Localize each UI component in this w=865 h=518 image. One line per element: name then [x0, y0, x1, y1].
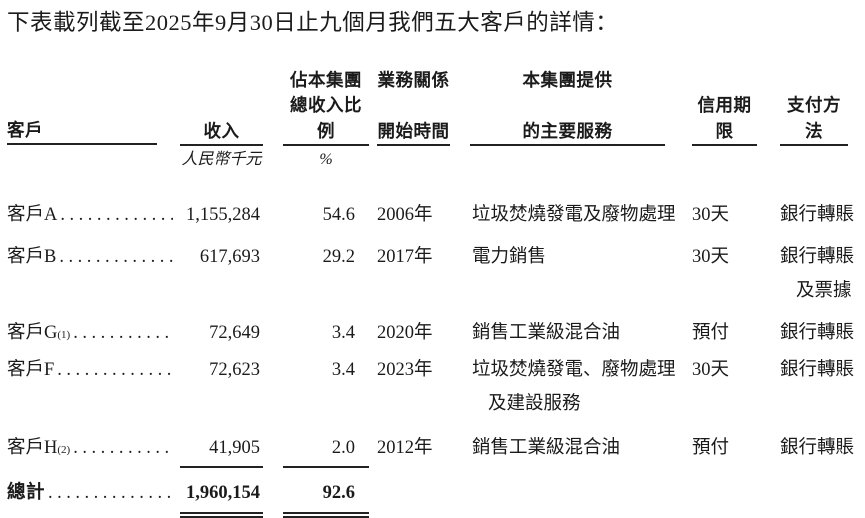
payment-line: 銀行轉賬	[780, 438, 855, 458]
dot-leader: ..............................	[57, 360, 173, 380]
services-line: 垃圾焚燒發電及廢物處理	[472, 205, 676, 225]
total-pct-value: 92.6	[283, 467, 369, 518]
credit-period: 30天	[692, 360, 730, 380]
payment-line: 銀行轉賬	[780, 247, 855, 267]
total-revenue-value: 1,960,154	[180, 467, 263, 518]
customer-name-cell: 客戶B ..............................	[7, 240, 173, 274]
col-header-pct-top: 佔本集團	[290, 70, 362, 90]
relation-start-year: 2006年	[377, 205, 433, 225]
pct-value: 29.2	[322, 247, 355, 267]
dot-leader: ..............................	[60, 205, 173, 225]
services-line: 銷售工業級混合油	[472, 438, 621, 458]
top-customers-table: 佔本集團 業務關係 本集團提供 客戶 收入 總收入比例 開始時間 的主要服務 信…	[7, 58, 855, 518]
table-row-customer-h: 客戶H(2) .............................. 41…	[7, 421, 855, 468]
revenue-value: 1,155,284	[186, 205, 260, 225]
table-row-customer-g: 客戶G(1) .............................. 72…	[7, 308, 855, 352]
col-header-customer: 客戶	[7, 117, 157, 145]
relation-start-year: 2017年	[377, 247, 433, 267]
credit-period: 預付	[692, 438, 730, 458]
table-row-total: 總計 .............................. 1,960,…	[7, 467, 848, 518]
services-line: 電力銷售	[472, 247, 547, 267]
dot-leader: ..............................	[73, 323, 173, 343]
payment-line-2: 及票據	[796, 281, 852, 301]
customer-name-cell: 客戶F ..............................	[7, 353, 173, 387]
page-title: 下表載列截至2025年9月30日止九個月我們五大客戶的詳情：	[7, 10, 619, 35]
col-header-relation: 開始時間	[377, 92, 450, 146]
footnote-sup: (2)	[57, 444, 71, 456]
services-line: 垃圾焚燒發電、廢物處理	[472, 360, 676, 380]
payment-line: 銀行轉賬	[780, 323, 855, 343]
col-header-services: 的主要服務	[470, 92, 665, 146]
col-header-revenue: 收入	[180, 92, 263, 146]
payment-line: 銀行轉賬	[780, 205, 855, 225]
total-label: 總計	[7, 481, 46, 502]
revenue-value: 72,649	[209, 323, 260, 343]
relation-start-year: 2023年	[377, 360, 433, 380]
pct-unit-label: %	[319, 151, 333, 168]
revenue-value: 41,905	[180, 421, 263, 468]
customer-name-cell: 客戶H(2) ..............................	[7, 431, 173, 467]
services-line-2: 及建設服務	[488, 394, 581, 414]
col-header-relation-top: 業務關係	[377, 70, 450, 90]
customer-name: 客戶A	[7, 205, 58, 225]
col-header-pct: 總收入比例	[283, 92, 369, 146]
payment-line: 銀行轉賬	[780, 360, 855, 380]
revenue-value: 617,693	[199, 247, 260, 267]
services-line: 銷售工業級混合油	[472, 323, 621, 343]
credit-period: 預付	[692, 323, 730, 343]
dot-leader: ..............................	[73, 438, 173, 458]
revenue-unit-label: 人民幣千元	[181, 151, 262, 168]
header-row-top: 佔本集團 業務關係 本集團提供	[7, 58, 848, 92]
total-label-cell: 總計 ..............................	[7, 475, 173, 510]
customer-name: 客戶B	[7, 247, 57, 267]
table-row-customer-a: 客戶A .............................. 1,155…	[7, 176, 855, 232]
customer-name: 客戶F	[7, 360, 55, 380]
col-header-payment: 支付方法	[780, 92, 848, 146]
credit-period: 30天	[692, 247, 730, 267]
relation-start-year: 2020年	[377, 323, 433, 343]
dot-leader: ..............................	[48, 483, 173, 503]
revenue-value: 72,623	[209, 360, 260, 380]
header-row: 客戶 收入 總收入比例 開始時間 的主要服務 信用期限 支付方法	[7, 92, 848, 146]
customer-name: 客戶G	[7, 323, 58, 343]
relation-start-year: 2012年	[377, 438, 433, 458]
customer-name-cell: 客戶A ..............................	[7, 198, 173, 232]
pct-value: 3.4	[331, 323, 355, 343]
table-row-customer-f: 客戶F .............................. 72,62…	[7, 352, 855, 421]
pct-value: 2.0	[283, 421, 369, 468]
pct-value: 54.6	[322, 205, 355, 225]
footnote-sup: (1)	[57, 329, 71, 341]
col-header-services-top: 本集團提供	[522, 70, 613, 90]
table-row-customer-b: 客戶B .............................. 617,6…	[7, 232, 855, 308]
col-header-credit: 信用期限	[692, 92, 757, 146]
dot-leader: ..............................	[59, 247, 173, 267]
customer-name-cell: 客戶G(1) ..............................	[7, 316, 173, 352]
units-row: 人民幣千元 %	[7, 145, 848, 176]
credit-period: 30天	[692, 205, 730, 225]
customer-name: 客戶H	[7, 438, 58, 458]
pct-value: 3.4	[331, 360, 355, 380]
